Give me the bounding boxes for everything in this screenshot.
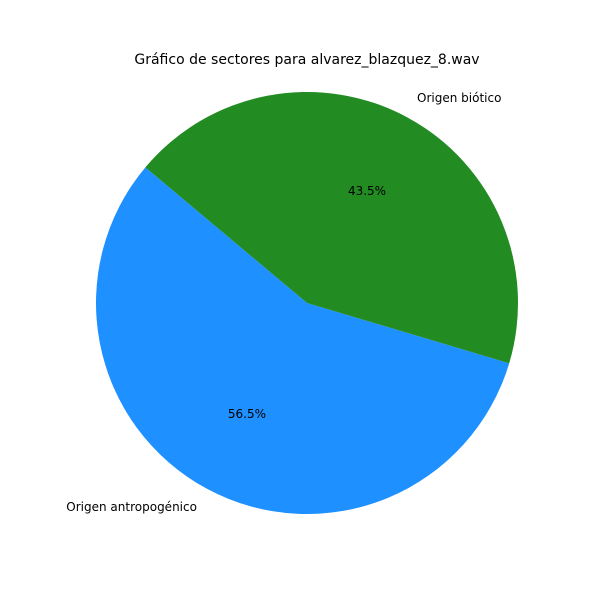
chart-title: Gráfico de sectores para alvarez_blazque…: [134, 52, 479, 68]
pie-slices: [95, 92, 518, 515]
pie-slice-1: [145, 92, 518, 364]
slice-label-0: Origen antropogénico: [66, 500, 197, 514]
slice-label-1: Origen biótico: [417, 91, 501, 105]
pie-labels: Origen antropogénico 56.5% Origen biótico 4…: [66, 91, 501, 514]
pie-slice-0: [95, 167, 510, 515]
slice-pct-label-1: 43.5%: [348, 184, 386, 198]
slice-pct-label-0: 56.5%: [228, 407, 266, 421]
